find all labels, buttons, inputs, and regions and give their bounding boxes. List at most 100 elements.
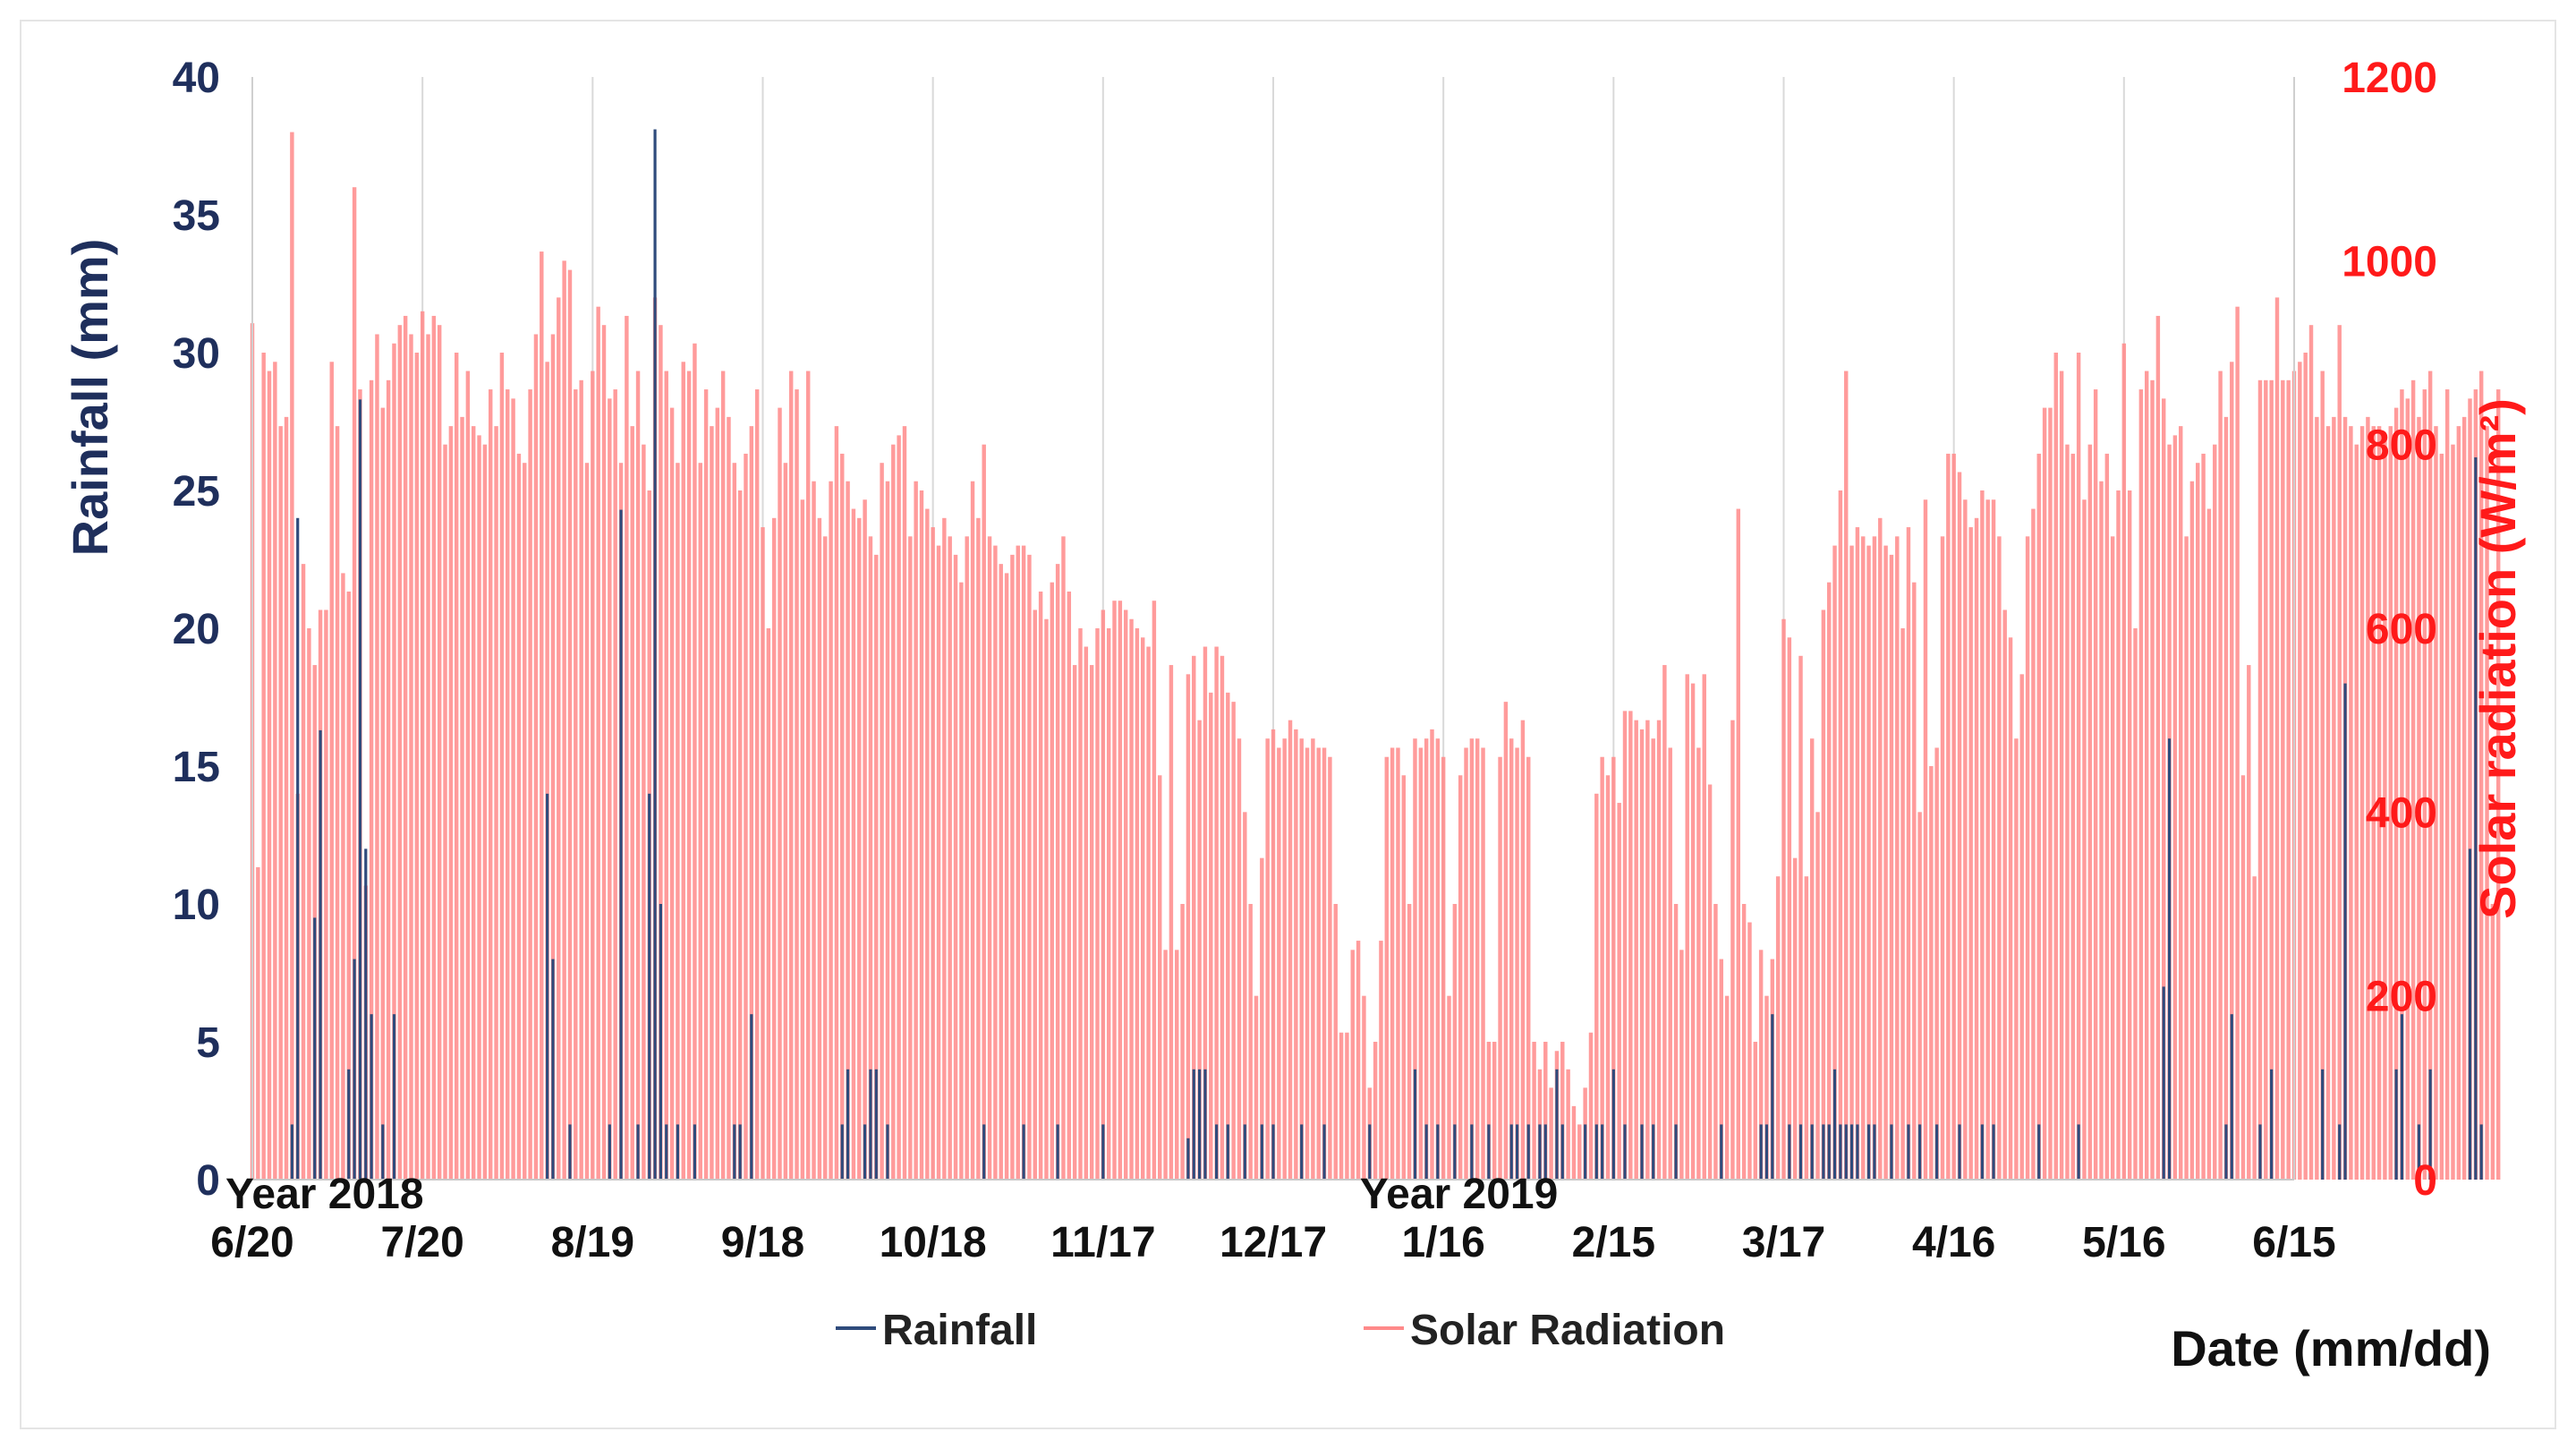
solar-bar <box>1549 1087 1553 1180</box>
solar-bar <box>523 463 527 1180</box>
solar-bar <box>625 315 629 1180</box>
solar-bar <box>2036 453 2041 1180</box>
solar-bar <box>999 564 1003 1180</box>
rainfall-bar <box>619 509 623 1180</box>
solar-bar <box>437 325 442 1180</box>
solar-bar <box>579 379 583 1180</box>
solar-bar <box>557 297 561 1180</box>
solar-bar <box>778 407 782 1181</box>
solar-bar <box>1192 655 1196 1180</box>
solar-bar <box>1021 545 1026 1180</box>
solar-bar <box>1345 1032 1349 1180</box>
solar-bar <box>1197 720 1202 1180</box>
solar-bar <box>1452 904 1458 1180</box>
solar-bar <box>1243 812 1247 1180</box>
solar-bar <box>2127 490 2132 1180</box>
x-tick-label: 7/20 <box>380 1219 463 1266</box>
rainfall-bar <box>1623 1124 1627 1180</box>
solar-bar <box>516 453 522 1180</box>
rainfall-bar <box>551 959 555 1180</box>
solar-bar <box>1594 793 1599 1180</box>
rainfall-bar <box>1798 1124 1803 1180</box>
solar-bar <box>1481 747 1485 1180</box>
solar-bar <box>2427 371 2433 1180</box>
solar-bar <box>2116 490 2121 1180</box>
rainfall-bar <box>296 517 300 1180</box>
solar-bar <box>1747 922 1752 1180</box>
solar-bar <box>936 545 941 1180</box>
solar-bar <box>601 325 607 1180</box>
right-tick-label: 0 <box>2413 1157 2437 1205</box>
solar-bar <box>732 463 737 1180</box>
solar-bar <box>891 444 896 1181</box>
solar-bar <box>727 416 731 1180</box>
solar-bar <box>1061 536 1066 1180</box>
rainfall-bar <box>1810 1124 1814 1180</box>
solar-bar <box>959 582 964 1180</box>
solar-bar <box>1588 1032 1594 1180</box>
rainfall-bar <box>1322 1124 1326 1180</box>
solar-bar <box>2240 775 2246 1180</box>
solar-bar <box>2133 628 2138 1180</box>
solar-bar <box>2308 325 2314 1180</box>
solar-bar <box>1912 582 1917 1180</box>
solar-bar <box>1379 941 1383 1180</box>
right-axis-title: Solar radiation (W/m²) <box>2470 398 2526 919</box>
rainfall-bar <box>319 729 322 1180</box>
solar-bar <box>1804 876 1809 1180</box>
solar-bar <box>1951 453 1956 1180</box>
solar-bar <box>1214 646 1219 1180</box>
rainfall-bar <box>2162 986 2165 1180</box>
solar-bar <box>834 426 839 1181</box>
solar-bar <box>1129 618 1134 1180</box>
solar-bar <box>2286 379 2291 1180</box>
solar-bar <box>1322 747 1327 1180</box>
solar-bar <box>715 407 720 1181</box>
solar-bar <box>1237 738 1242 1180</box>
solar-bar <box>800 499 805 1180</box>
rainfall-bar <box>392 1014 396 1180</box>
rainfall-bar <box>1260 1124 1263 1180</box>
solar-bar <box>1288 720 1293 1180</box>
solar-bar <box>1634 720 1638 1180</box>
solar-bar <box>2099 481 2104 1180</box>
solar-bar <box>1571 1105 1577 1180</box>
solar-bar <box>1163 950 1168 1180</box>
solar-bar <box>1520 720 1526 1180</box>
solar-bar <box>2031 508 2036 1180</box>
solar-bar <box>1798 655 1803 1180</box>
chart-frame: 0 5 10 15 20 25 30 35 40 0 200 400 600 800 1000 1200 6… <box>20 20 2556 1429</box>
solar-bar <box>1758 950 1764 1180</box>
rainfall-bar <box>1424 1124 1428 1180</box>
solar-bar <box>369 379 374 1180</box>
solar-bar <box>1469 738 1475 1180</box>
rainfall-bar <box>1788 1124 1791 1180</box>
solar-bar <box>1656 720 1662 1180</box>
solar-bar <box>2281 379 2285 1180</box>
rainfall-bar <box>290 1124 293 1180</box>
solar-bar <box>669 407 675 1181</box>
solar-bar <box>1821 609 1826 1180</box>
solar-bar <box>1475 738 1480 1180</box>
rainfall-bar <box>2270 1069 2274 1180</box>
right-tick-label: 400 <box>2366 789 2437 837</box>
solar-bar <box>1180 904 1185 1180</box>
solar-bar <box>471 426 476 1181</box>
solar-bar <box>1719 959 1723 1180</box>
solar-bar <box>2059 371 2064 1180</box>
solar-bar <box>1991 499 1996 1180</box>
rainfall-bar <box>1515 1124 1519 1180</box>
solar-bar <box>1350 950 1355 1180</box>
rainfall-bar <box>1509 1124 1513 1180</box>
solar-bar <box>1050 582 1055 1180</box>
solar-bar <box>1430 729 1434 1180</box>
solar-bar <box>1265 738 1270 1180</box>
x-axis-ticks: 6/20 7/20 8/19 9/18 10/18 11/17 12/17 1/16 2/15 3… <box>210 1219 2335 1266</box>
solar-bar <box>1248 904 1253 1180</box>
solar-bar <box>1333 904 1338 1180</box>
x-tick-label: 12/17 <box>1220 1219 1327 1266</box>
rainfall-bar <box>1271 1124 1275 1180</box>
rainfall-bar <box>1839 1124 1842 1180</box>
rainfall-bar <box>2230 1014 2233 1180</box>
solar-bar <box>754 389 760 1181</box>
